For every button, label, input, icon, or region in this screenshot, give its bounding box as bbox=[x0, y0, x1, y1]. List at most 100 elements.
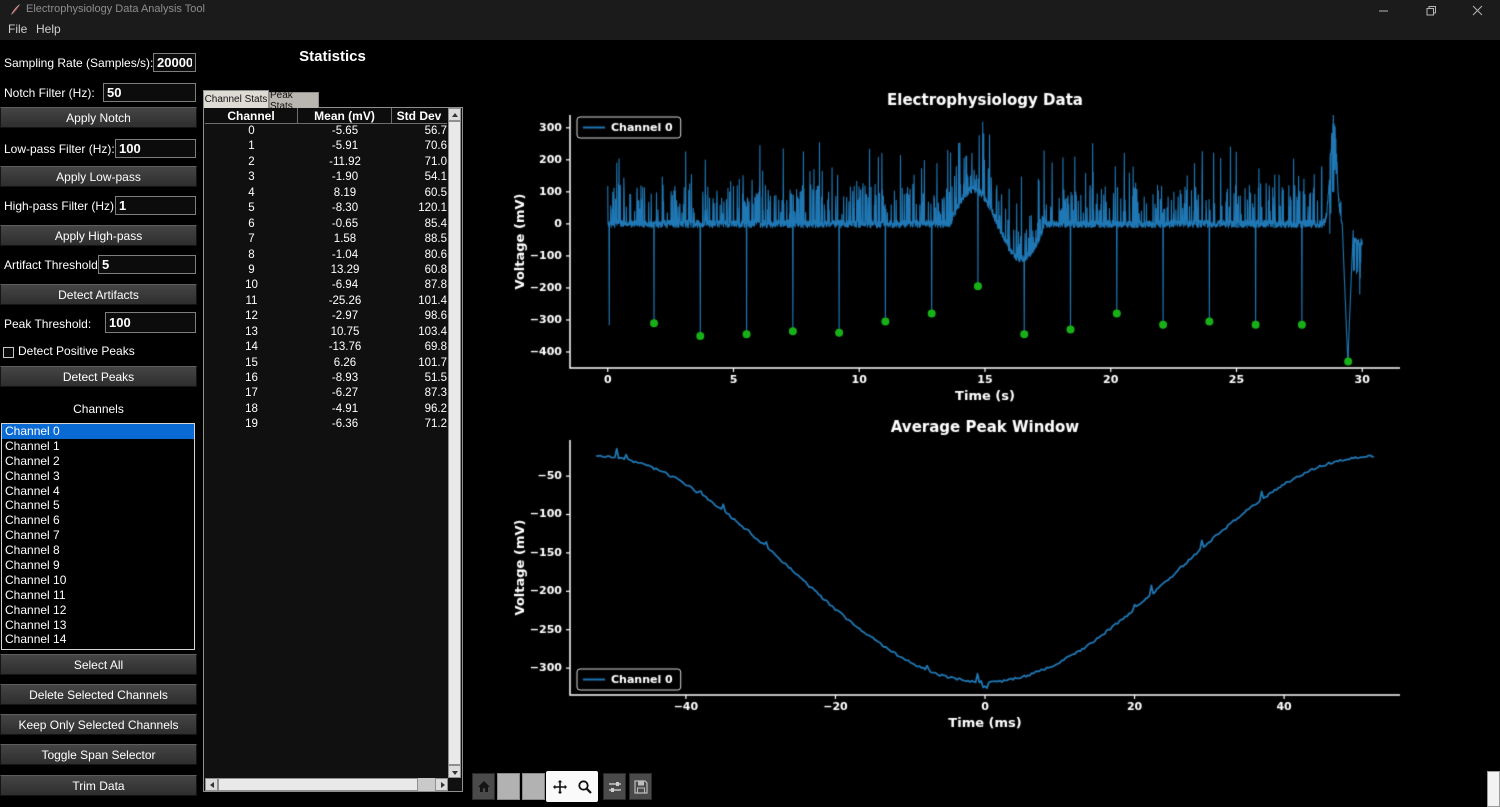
pan-button[interactable] bbox=[548, 773, 571, 800]
sampling-rate-input[interactable] bbox=[153, 53, 196, 72]
save-button[interactable] bbox=[629, 773, 652, 800]
table-row[interactable]: 15 6.26 101.7 bbox=[205, 356, 448, 371]
maximize-button[interactable] bbox=[1408, 0, 1454, 20]
home-button[interactable] bbox=[472, 773, 495, 800]
channel-list-item[interactable]: Channel 6 bbox=[5, 513, 60, 528]
back-button[interactable] bbox=[497, 773, 520, 800]
channel-list-item[interactable]: Channel 2 bbox=[5, 453, 60, 468]
channel-list-item[interactable]: Channel 10 bbox=[5, 572, 67, 587]
table-row[interactable]: 17 -6.27 87.3 bbox=[205, 386, 448, 401]
channel-list-item[interactable]: Channel 0 bbox=[2, 424, 194, 439]
table-cell: 88.5 bbox=[424, 233, 447, 246]
minimize-button[interactable] bbox=[1360, 0, 1406, 20]
table-row[interactable]: 8 -1.04 80.6 bbox=[205, 248, 448, 263]
table-row[interactable]: 2 -11.92 71.0 bbox=[205, 155, 448, 170]
detect-artifacts-button[interactable]: Detect Artifacts bbox=[0, 284, 197, 305]
table-cell: 87.3 bbox=[424, 387, 447, 400]
table-row[interactable]: 19 -6.36 71.2 bbox=[205, 417, 448, 432]
table-body: 0 -5.65 56.7 1 -5.91 70.6 2 -11.92 71.0 3 -1.90 54.… bbox=[205, 124, 448, 433]
table-cell: 6.26 bbox=[333, 356, 357, 369]
close-button[interactable] bbox=[1454, 0, 1500, 20]
table-cell: 103.4 bbox=[418, 325, 447, 338]
table-horizontal-scrollbar[interactable] bbox=[205, 778, 448, 791]
channels-heading: Channels bbox=[73, 402, 124, 416]
apply-lowpass-button[interactable]: Apply Low-pass bbox=[0, 166, 197, 187]
scroll-down-arrow[interactable] bbox=[448, 765, 461, 778]
horizontal-scroll-thumb[interactable] bbox=[218, 778, 418, 791]
tab-channel-stats[interactable]: Channel Stats bbox=[203, 90, 269, 108]
forward-button[interactable] bbox=[522, 773, 545, 800]
notch-filter-input[interactable] bbox=[103, 83, 196, 102]
table-row[interactable]: 3 -1.90 54.1 bbox=[205, 170, 448, 185]
table-cell: 13.29 bbox=[330, 263, 360, 276]
table-cell: -5.91 bbox=[331, 140, 359, 153]
table-row[interactable]: 4 8.19 60.5 bbox=[205, 186, 448, 201]
column-header-mean[interactable]: Mean (mV) bbox=[298, 108, 392, 124]
table-row[interactable]: 12 -2.97 98.6 bbox=[205, 309, 448, 324]
column-header-stddev[interactable]: Std Dev bbox=[392, 108, 447, 124]
channel-list-item[interactable]: Channel 8 bbox=[5, 543, 60, 558]
select-all-button[interactable]: Select All bbox=[0, 654, 197, 675]
table-cell: 6 bbox=[248, 217, 255, 230]
vertical-scroll-thumb[interactable] bbox=[448, 121, 461, 765]
peak-threshold-input[interactable] bbox=[105, 312, 196, 333]
scroll-right-arrow[interactable] bbox=[435, 778, 448, 791]
zoom-button[interactable] bbox=[573, 773, 596, 800]
channel-list-item[interactable]: Channel 11 bbox=[5, 587, 66, 602]
table-cell: 54.1 bbox=[424, 171, 447, 184]
channel-list-item[interactable]: Channel 3 bbox=[5, 468, 60, 483]
window-corner-scrollbar[interactable] bbox=[1487, 771, 1500, 807]
column-header-channel[interactable]: Channel bbox=[205, 108, 298, 124]
toggle-span-selector-button[interactable]: Toggle Span Selector bbox=[0, 744, 197, 765]
channel-list-item[interactable]: Channel 5 bbox=[5, 498, 60, 513]
table-row[interactable]: 18 -4.91 96.2 bbox=[205, 402, 448, 417]
delete-selected-channels-button[interactable]: Delete Selected Channels bbox=[0, 684, 197, 705]
table-row[interactable]: 5 -8.30 120.1 bbox=[205, 201, 448, 216]
trim-data-button[interactable]: Trim Data bbox=[0, 775, 197, 796]
channel-list-item[interactable]: Channel 4 bbox=[5, 483, 60, 498]
electrophysiology-data-chart[interactable] bbox=[465, 85, 1500, 415]
table-cell: 2 bbox=[248, 155, 255, 168]
artifact-threshold-input[interactable] bbox=[98, 255, 196, 274]
table-row[interactable]: 7 1.58 88.5 bbox=[205, 232, 448, 247]
channel-list[interactable]: Channel 0 Channel 1 Channel 2 Channel 3 Chan… bbox=[1, 423, 195, 650]
configure-subplots-button[interactable] bbox=[603, 773, 626, 800]
menu-help[interactable]: Help bbox=[36, 22, 61, 36]
table-row[interactable]: 1 -5.91 70.6 bbox=[205, 139, 448, 154]
apply-notch-button[interactable]: Apply Notch bbox=[0, 107, 197, 128]
lowpass-filter-input[interactable] bbox=[115, 139, 196, 158]
scroll-left-arrow[interactable] bbox=[205, 778, 218, 791]
table-vertical-scrollbar[interactable] bbox=[448, 108, 461, 778]
table-cell: 60.5 bbox=[424, 186, 447, 199]
table-row[interactable]: 0 -5.65 56.7 bbox=[205, 124, 448, 139]
apply-highpass-button[interactable]: Apply High-pass bbox=[0, 225, 197, 246]
menu-file[interactable]: File bbox=[8, 22, 28, 36]
channel-list-item[interactable]: Channel 1 bbox=[5, 438, 60, 453]
table-cell: 0 bbox=[248, 125, 255, 137]
statistics-notebook bbox=[203, 107, 463, 792]
keep-only-selected-channels-button[interactable]: Keep Only Selected Channels bbox=[0, 714, 197, 735]
average-peak-window-chart[interactable] bbox=[465, 413, 1500, 743]
table-row[interactable]: 14 -13.76 69.8 bbox=[205, 340, 448, 355]
table-row[interactable]: 6 -0.65 85.4 bbox=[205, 217, 448, 232]
detect-peaks-button[interactable]: Detect Peaks bbox=[0, 366, 197, 387]
table-row[interactable]: 11 -25.26 101.4 bbox=[205, 294, 448, 309]
channel-list-item[interactable]: Channel 14 bbox=[5, 632, 67, 647]
table-cell: 71.2 bbox=[424, 418, 447, 431]
channel-list-item[interactable]: Channel 13 bbox=[5, 617, 67, 632]
highpass-filter-input[interactable] bbox=[115, 196, 196, 215]
detect-positive-peaks-checkbox[interactable] bbox=[3, 347, 14, 358]
table-row[interactable]: 10 -6.94 87.8 bbox=[205, 278, 448, 293]
table-cell: 8.19 bbox=[333, 186, 357, 199]
channel-list-item[interactable]: Channel 12 bbox=[5, 602, 67, 617]
tab-peak-stats[interactable]: Peak Stats bbox=[269, 90, 319, 112]
scroll-up-arrow[interactable] bbox=[448, 108, 461, 121]
table-row[interactable]: 13 10.75 103.4 bbox=[205, 325, 448, 340]
table-row[interactable]: 16 -8.93 51.5 bbox=[205, 371, 448, 386]
app-icon bbox=[11, 4, 20, 15]
channel-list-item[interactable]: Channel 7 bbox=[5, 528, 60, 543]
channel-list-item[interactable]: Channel 9 bbox=[5, 558, 60, 573]
table-row[interactable]: 9 13.29 60.8 bbox=[205, 263, 448, 278]
titlebar: Electrophysiology Data Analysis Tool bbox=[0, 0, 1500, 20]
